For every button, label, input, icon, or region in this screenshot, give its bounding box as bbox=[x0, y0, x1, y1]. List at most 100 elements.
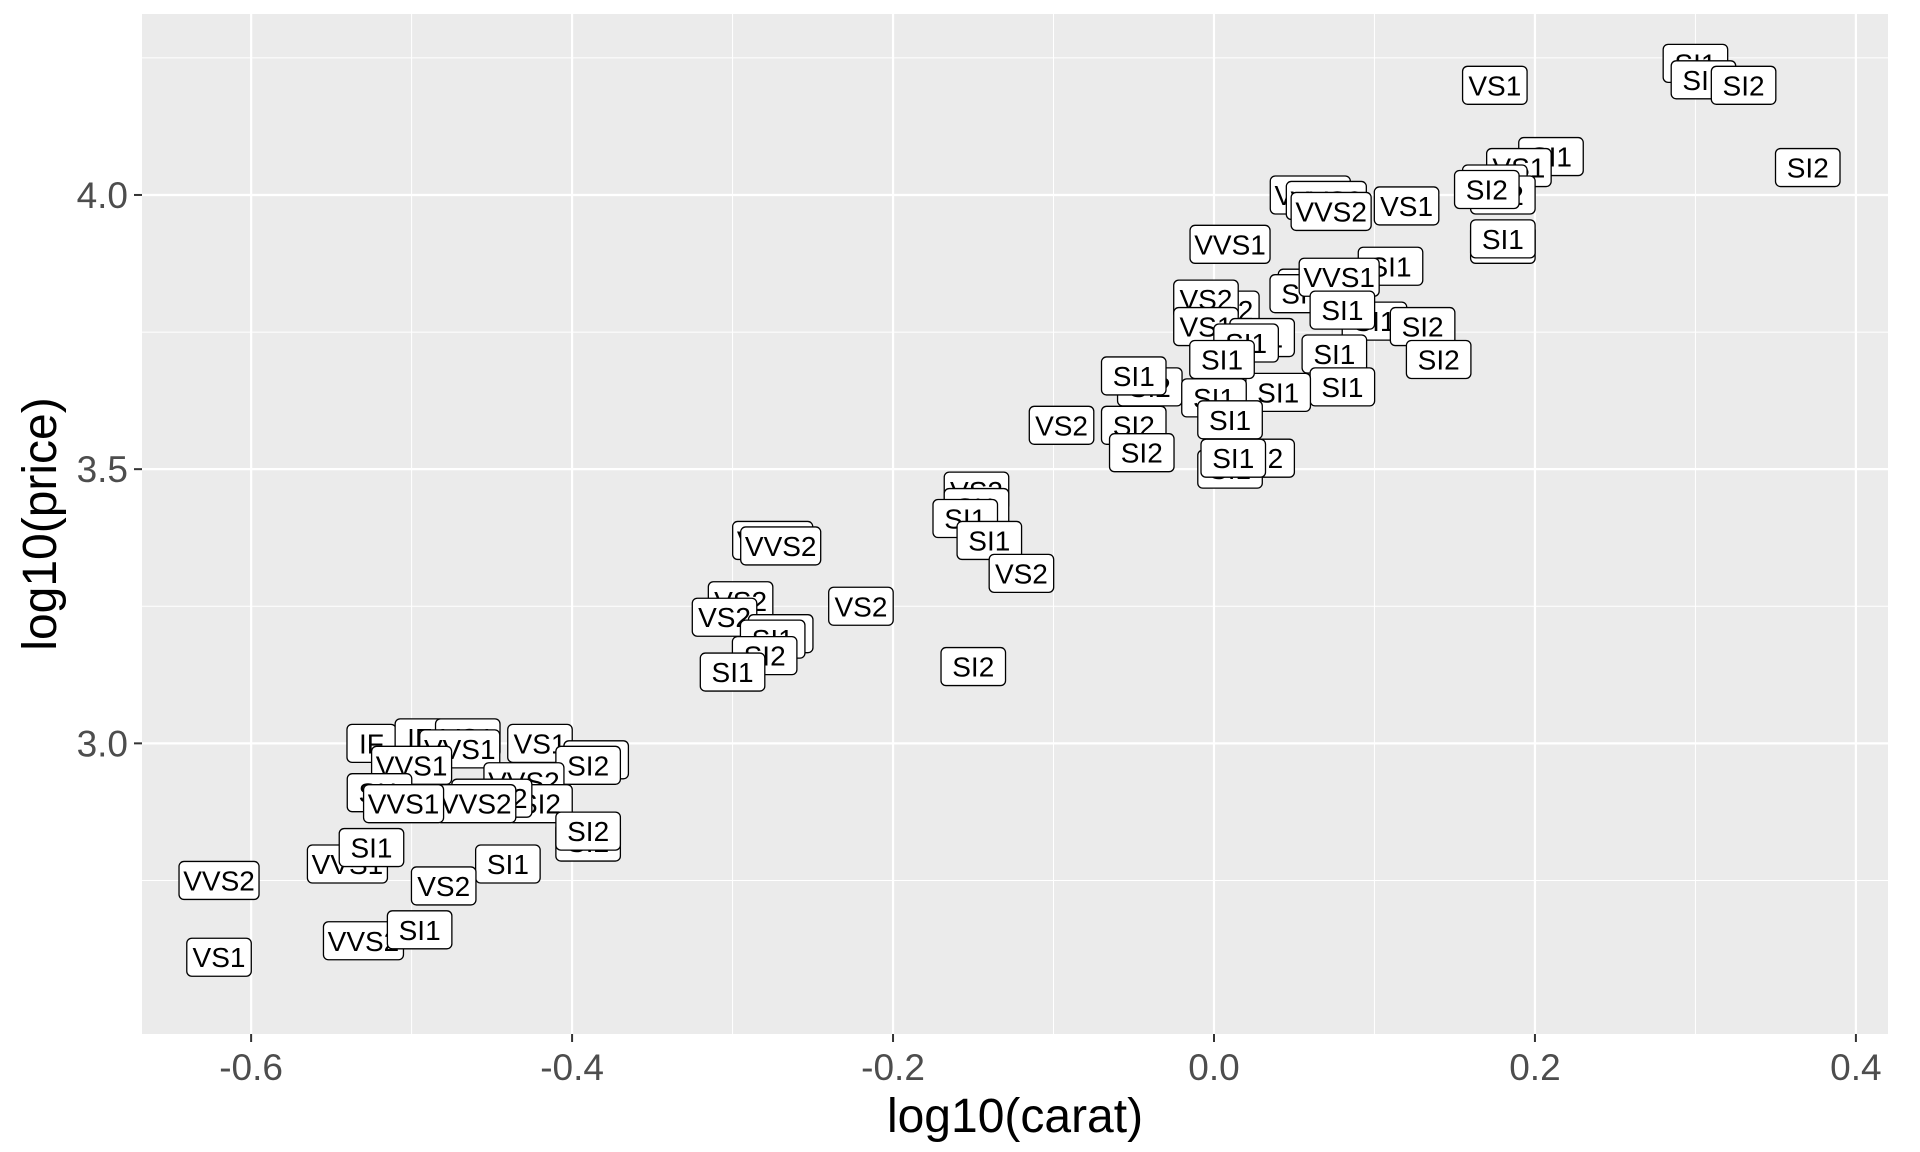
point-label: VS1 bbox=[186, 937, 252, 977]
point-label-text: SI2 bbox=[1723, 70, 1765, 101]
point-label-box bbox=[1461, 65, 1528, 105]
point-label-box bbox=[474, 844, 541, 884]
point-label: SI2 bbox=[1108, 433, 1175, 473]
minor-gridlines bbox=[142, 14, 1888, 1034]
point-label: VVS2 bbox=[178, 860, 260, 901]
point-label-box bbox=[828, 586, 894, 626]
point-label: SI1 bbox=[1301, 334, 1368, 374]
point-label: SI1 bbox=[474, 844, 541, 884]
x-axis-title: log10(carat) bbox=[887, 1090, 1143, 1143]
point-label: SI2 bbox=[1389, 306, 1456, 347]
point-label-text: SI2 bbox=[1121, 438, 1163, 469]
y-axis: 3.0 3.5 4.0 bbox=[77, 175, 142, 764]
point-label-text: VS2 bbox=[995, 558, 1048, 589]
point-label: VS2 bbox=[828, 586, 894, 626]
point-label-text: VVS2 bbox=[440, 789, 512, 820]
point-label-text: SI2 bbox=[1787, 153, 1829, 184]
point-label-text: SI1 bbox=[1113, 361, 1155, 392]
x-tick-label: -0.6 bbox=[219, 1047, 283, 1088]
point-label-text: SI1 bbox=[968, 525, 1010, 556]
point-label: SI1 bbox=[1469, 219, 1536, 259]
point-label-text: VVS1 bbox=[368, 789, 440, 820]
point-label: SI1 bbox=[956, 520, 1023, 561]
x-axis: -0.6 -0.4 -0.2 0.0 0.2 0.4 bbox=[219, 1034, 1882, 1088]
y-tick-label: 3.0 bbox=[77, 723, 128, 764]
point-label: VVS1 bbox=[362, 784, 445, 824]
point-label-text: VVS2 bbox=[183, 865, 255, 896]
point-label: SI2 bbox=[1774, 147, 1841, 188]
point-label: SI1 bbox=[1200, 438, 1267, 478]
point-label-box bbox=[1469, 219, 1536, 259]
point-label: SI2 bbox=[940, 646, 1007, 687]
point-label-text: SI1 bbox=[1212, 443, 1254, 474]
point-label: SI1 bbox=[386, 910, 453, 950]
point-label-box bbox=[1189, 224, 1271, 264]
point-label-box bbox=[1774, 147, 1841, 188]
point-label: SI2 bbox=[1710, 65, 1777, 105]
point-label-text: VVS1 bbox=[1194, 229, 1266, 260]
point-label: VS2 bbox=[1028, 405, 1095, 445]
x-tick-label: 0.0 bbox=[1188, 1047, 1239, 1088]
y-tick-label: 3.5 bbox=[77, 449, 128, 490]
point-label-box bbox=[1100, 356, 1167, 396]
point-label-box bbox=[386, 910, 453, 950]
point-label-text: SI2 bbox=[952, 652, 994, 683]
point-label-text: VS1 bbox=[193, 942, 246, 973]
point-label: VVS2 bbox=[740, 526, 822, 566]
point-label: SI2 bbox=[1405, 339, 1472, 380]
point-label: VVS2 bbox=[435, 784, 517, 824]
x-tick-label: 0.4 bbox=[1830, 1047, 1881, 1088]
point-label: SI1 bbox=[338, 827, 405, 868]
point-labels: SI1SI1SI2VS1SI1VS1SI2SI2SI2SI2VVS2VVS2VS… bbox=[178, 43, 1841, 977]
point-label-box bbox=[1290, 191, 1372, 232]
point-label-box bbox=[410, 866, 477, 906]
x-tick-label: 0.2 bbox=[1509, 1047, 1560, 1088]
point-label: VS1 bbox=[1373, 186, 1440, 226]
point-label-text: SI2 bbox=[567, 750, 609, 781]
point-label-box bbox=[555, 811, 622, 851]
point-label-text: VS2 bbox=[1035, 410, 1088, 441]
point-label-box bbox=[740, 526, 822, 566]
point-label-text: SI1 bbox=[1257, 377, 1299, 408]
point-label-box bbox=[1309, 290, 1376, 330]
point-label: VVS1 bbox=[1298, 257, 1380, 297]
point-label-box bbox=[1405, 339, 1472, 380]
point-label-text: VS1 bbox=[1468, 70, 1521, 101]
point-label: VS1 bbox=[1461, 65, 1528, 105]
point-label-text: SI1 bbox=[1201, 344, 1243, 375]
point-label-box bbox=[1108, 433, 1175, 473]
point-label: SI2 bbox=[1453, 169, 1520, 210]
point-label-text: SI1 bbox=[399, 915, 441, 946]
point-label: SI1 bbox=[1189, 339, 1255, 380]
point-label-text: VVS2 bbox=[745, 531, 817, 562]
point-label-box bbox=[1200, 438, 1267, 478]
point-label-text: SI1 bbox=[487, 849, 529, 880]
point-label-box bbox=[1710, 65, 1777, 105]
point-label-box bbox=[186, 937, 252, 977]
point-label-text: VS2 bbox=[417, 871, 470, 902]
point-label: SI2 bbox=[555, 811, 622, 851]
point-label: VS2 bbox=[988, 553, 1055, 594]
point-label-text: SI1 bbox=[1321, 295, 1363, 326]
point-label-text: SI1 bbox=[1482, 224, 1524, 255]
point-label-text: SI1 bbox=[1209, 405, 1251, 436]
point-label: SI1 bbox=[699, 652, 766, 692]
point-label-text: SI1 bbox=[1313, 339, 1355, 370]
point-label-box bbox=[178, 860, 260, 901]
point-label: VVS1 bbox=[1189, 224, 1271, 264]
point-label-text: SI2 bbox=[1402, 312, 1444, 343]
point-label-box bbox=[940, 646, 1007, 687]
point-label-text: SI2 bbox=[567, 816, 609, 847]
point-label: SI1 bbox=[1309, 290, 1376, 330]
point-label: SI1 bbox=[1309, 367, 1376, 407]
point-label-text: VS2 bbox=[834, 591, 887, 622]
point-label: VS2 bbox=[410, 866, 477, 906]
point-label-text: SI1 bbox=[1321, 372, 1363, 403]
point-label-text: VS1 bbox=[1380, 191, 1433, 222]
point-label-box bbox=[988, 553, 1055, 594]
point-label-box bbox=[362, 784, 445, 824]
point-label-box bbox=[1453, 169, 1520, 210]
point-label: SI2 bbox=[555, 745, 622, 785]
y-axis-title: log10(price) bbox=[14, 397, 67, 650]
